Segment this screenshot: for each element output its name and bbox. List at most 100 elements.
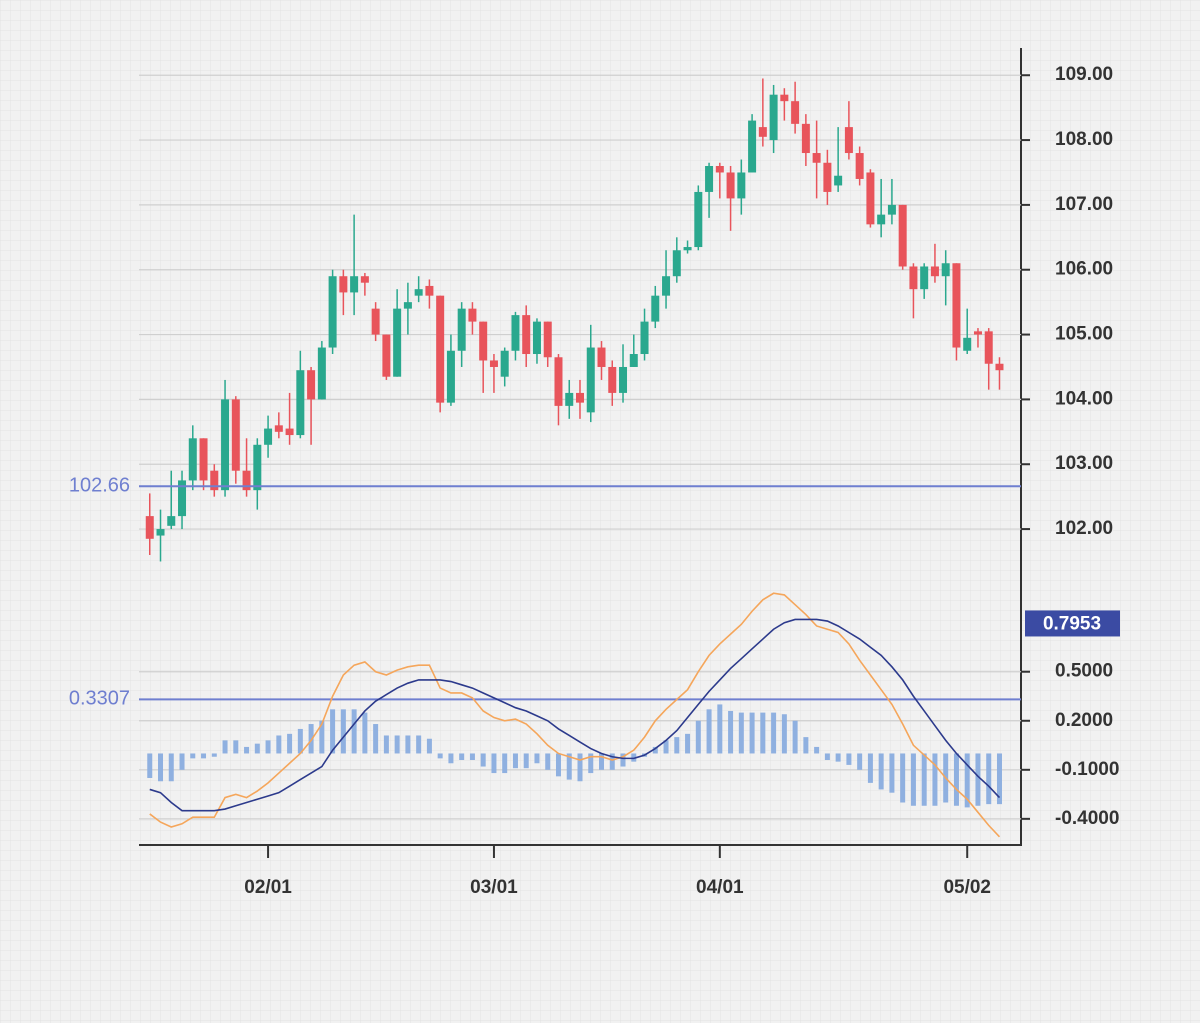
candle-body — [264, 428, 273, 445]
histogram-bar — [975, 753, 981, 806]
histogram-bar — [663, 740, 669, 754]
candle-body — [866, 172, 875, 225]
candle-body — [586, 347, 595, 413]
y-tick-label: 107.00 — [1055, 194, 1113, 215]
candle-body — [973, 331, 982, 335]
candle-body — [737, 172, 746, 199]
candle-body — [608, 366, 617, 393]
candle-body — [748, 120, 757, 173]
candle-body — [672, 250, 681, 277]
candle-body — [640, 321, 649, 355]
histogram-bar — [416, 735, 422, 754]
histogram-bar — [781, 714, 787, 754]
y-tick-label: 103.00 — [1055, 453, 1113, 474]
candle-body — [941, 263, 950, 277]
histogram-bar — [878, 753, 884, 790]
candle-body — [468, 308, 477, 322]
histogram-bar — [179, 753, 185, 770]
histogram-bar — [674, 737, 680, 754]
candle-body — [705, 165, 714, 192]
histogram-bar — [771, 712, 777, 754]
y-tick-label: -0.1000 — [1055, 759, 1119, 780]
candle-body — [984, 331, 993, 364]
candle-body — [543, 321, 552, 358]
histogram-bar — [448, 753, 454, 764]
histogram-bar — [340, 709, 346, 754]
current-value-box — [1025, 610, 1120, 637]
histogram-bar — [996, 753, 1002, 805]
candle-body — [920, 266, 929, 290]
candle-body — [694, 191, 703, 248]
x-tick-label: 05/02 — [943, 877, 991, 898]
candle-body — [167, 516, 176, 526]
histogram-bar — [803, 737, 809, 754]
candle-body — [285, 428, 294, 436]
candle-body — [511, 315, 520, 351]
candle-body — [930, 266, 939, 277]
candle-body — [887, 204, 896, 215]
histogram-bar — [738, 712, 744, 754]
histogram-bar — [265, 740, 271, 754]
y-tick-label: 104.00 — [1055, 388, 1113, 409]
histogram-bar — [233, 740, 239, 754]
histogram-bar — [986, 753, 992, 805]
candle-body — [199, 438, 208, 481]
histogram-bar — [910, 753, 916, 806]
histogram-bar — [469, 753, 475, 760]
candle-body — [877, 214, 886, 225]
candle-body — [156, 529, 165, 536]
candle-body — [780, 94, 789, 102]
candle-body — [307, 370, 316, 400]
candle-body — [500, 350, 509, 377]
candle-body — [210, 470, 219, 491]
candle-body — [952, 263, 961, 348]
candle-body — [145, 516, 154, 539]
candle-body — [425, 285, 434, 296]
current-value-label: 0.7953 — [1043, 613, 1101, 634]
candle-body — [231, 399, 240, 471]
histogram-bar — [362, 712, 368, 754]
histogram-bar — [373, 724, 379, 754]
histogram-bar — [201, 753, 207, 759]
histogram-bar — [211, 753, 217, 757]
price-line-label: 102.66 — [69, 475, 130, 497]
x-tick-label: 03/01 — [470, 877, 518, 898]
histogram-bar — [706, 709, 712, 754]
histogram-bar — [792, 720, 798, 754]
histogram-bar — [814, 746, 820, 754]
candle-body — [554, 357, 563, 406]
candle-body — [339, 276, 348, 293]
reference-line-label: 0.3307 — [69, 688, 130, 710]
y-tick-label: 102.00 — [1055, 518, 1113, 539]
candle-body — [909, 266, 918, 290]
candle-body — [855, 153, 864, 179]
candle-body — [403, 302, 412, 309]
candle-body — [328, 276, 337, 348]
candle-body — [274, 425, 283, 432]
candle-body — [489, 360, 498, 367]
histogram-bar — [426, 738, 432, 754]
histogram-bar — [555, 753, 561, 777]
histogram-bar — [297, 728, 303, 754]
histogram-bar — [254, 743, 260, 754]
candle-body — [371, 308, 380, 335]
histogram-bar — [620, 753, 626, 767]
candle-body — [651, 295, 660, 322]
candle-body — [446, 350, 455, 403]
candle-body — [898, 204, 907, 267]
candle-body — [662, 276, 671, 296]
histogram-bar — [717, 704, 723, 754]
histogram-bar — [867, 753, 873, 783]
candle-body — [393, 308, 402, 377]
histogram-bar — [147, 753, 153, 778]
histogram-bar — [222, 740, 228, 754]
candle-body — [188, 438, 197, 481]
candle-body — [253, 444, 262, 491]
candle-body — [414, 289, 423, 296]
histogram-bar — [889, 753, 895, 793]
histogram-bar — [383, 735, 389, 754]
y-tick-label: 108.00 — [1055, 129, 1113, 150]
histogram-bar — [437, 753, 443, 759]
histogram-bar — [599, 753, 605, 770]
